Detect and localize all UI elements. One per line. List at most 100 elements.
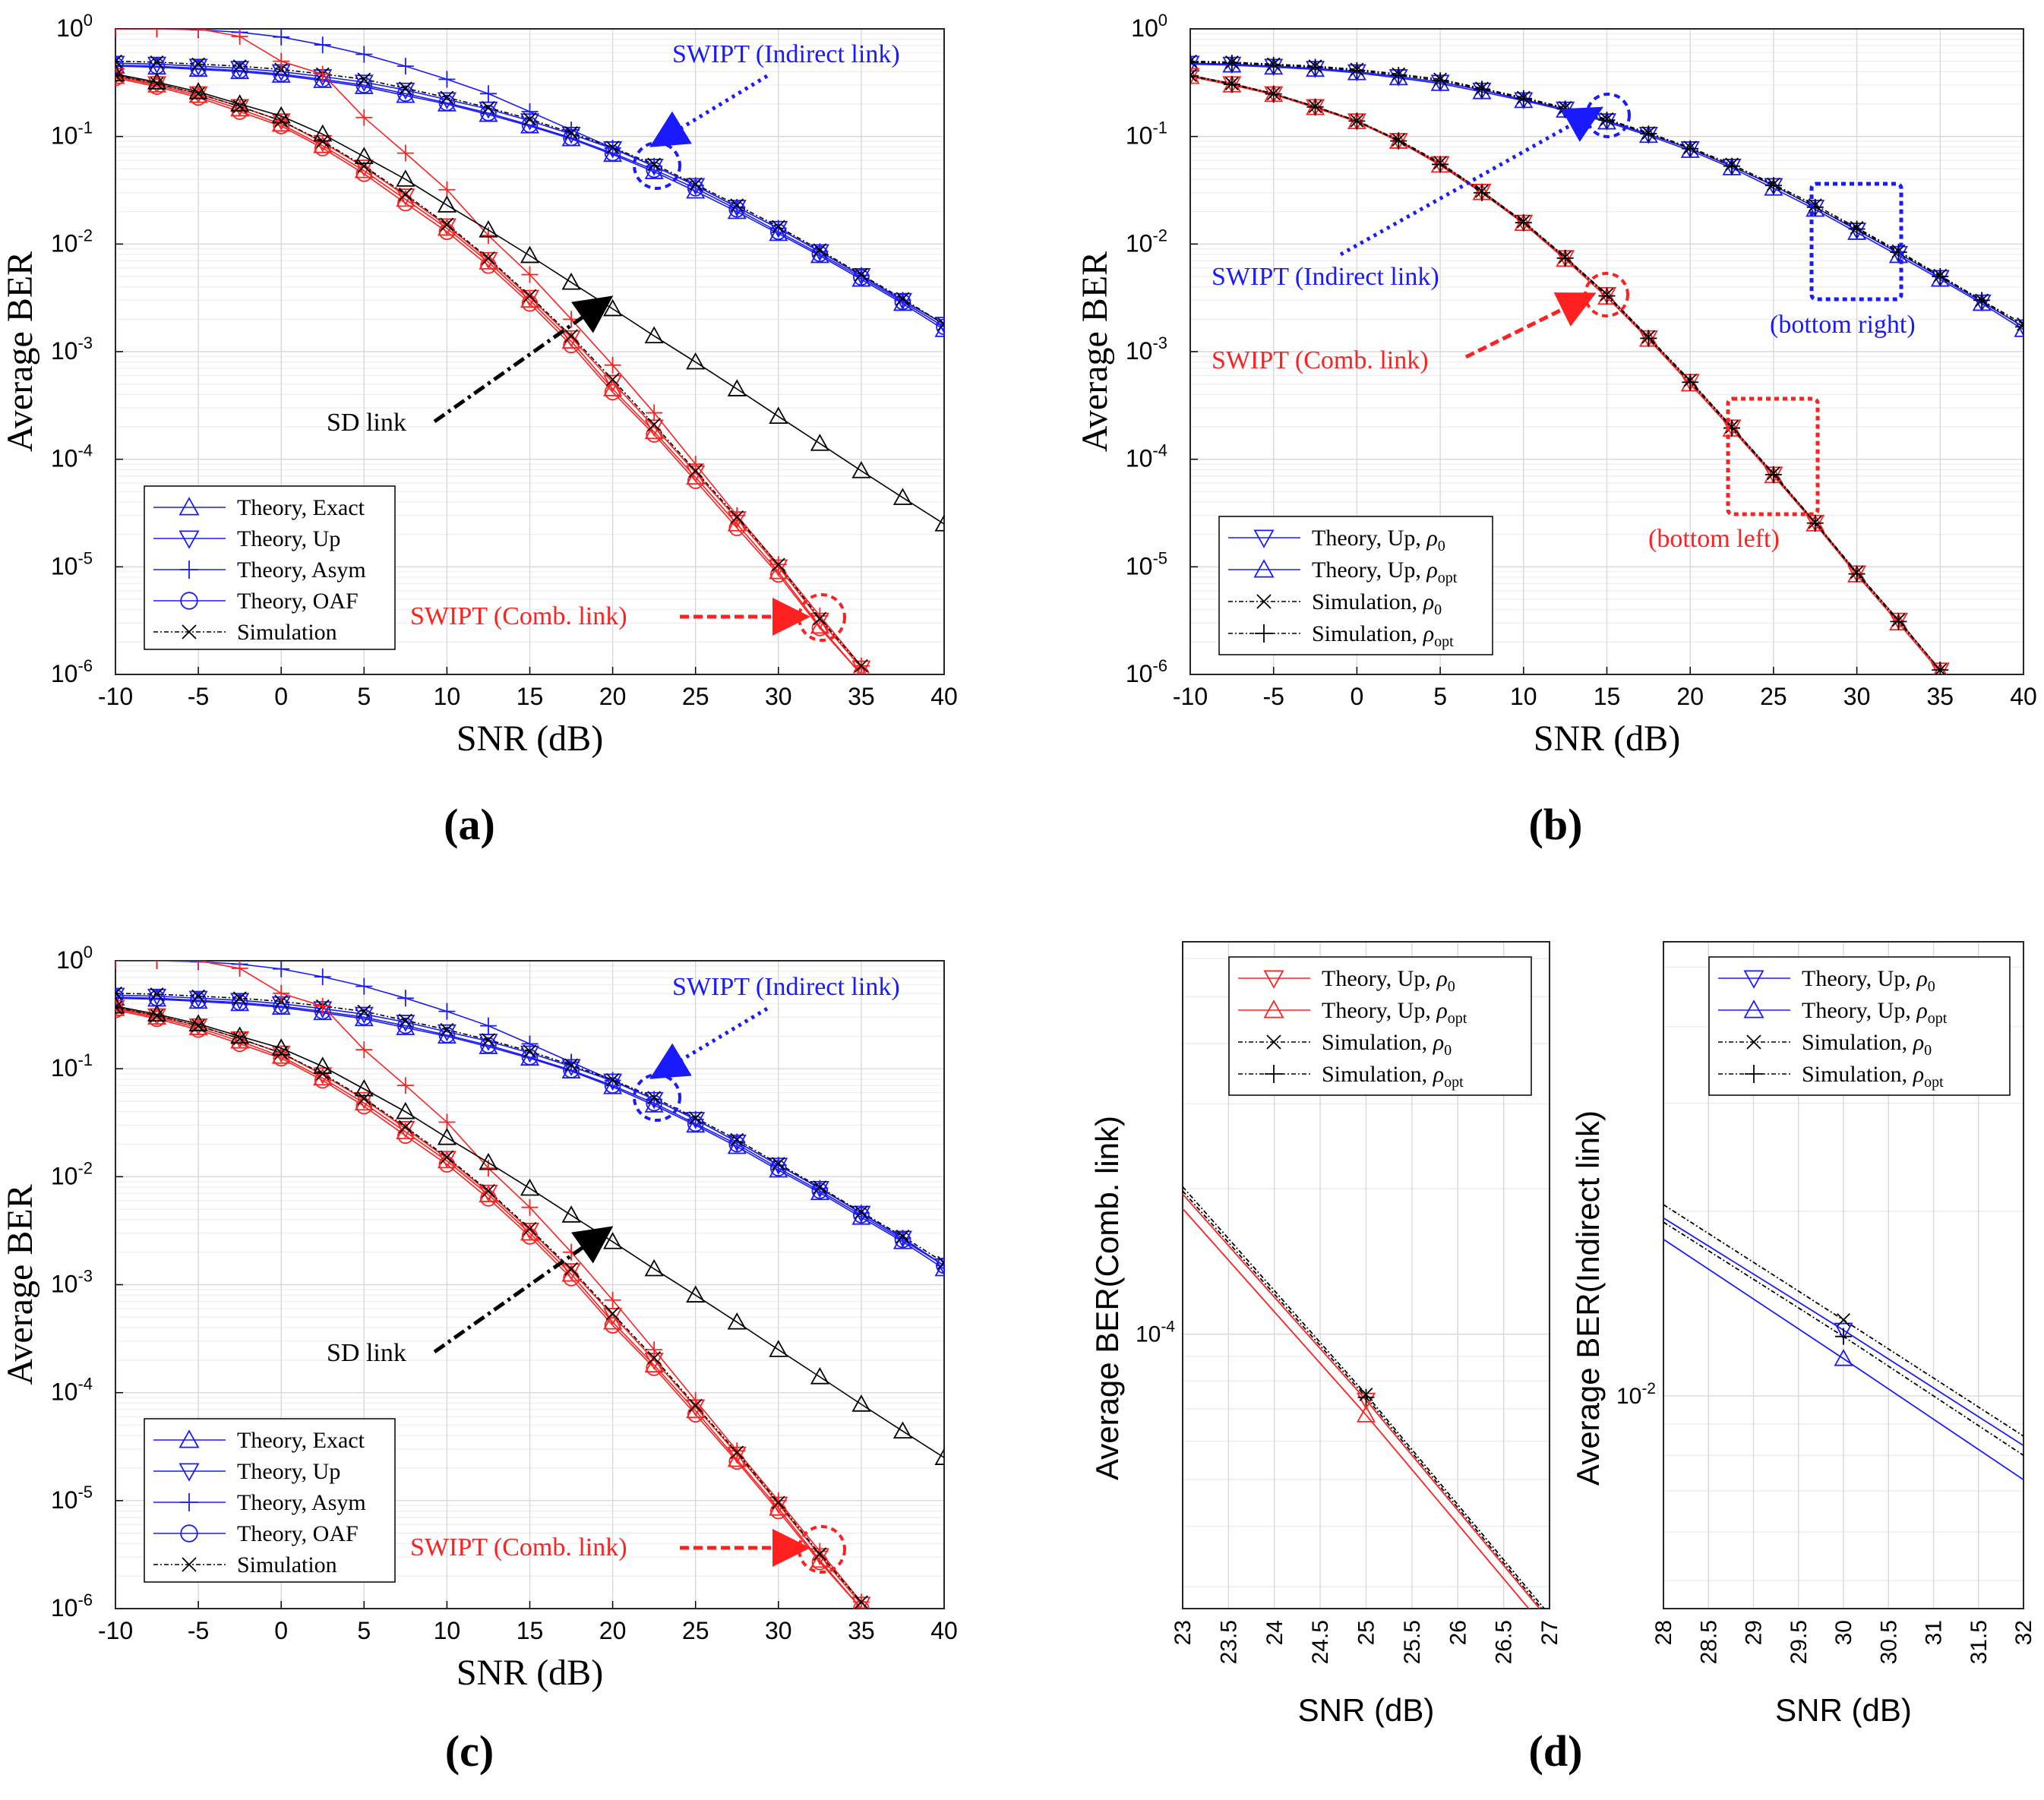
- plus-marker: [1348, 112, 1366, 130]
- legend-text: Theory, Up, ρ0: [1312, 526, 1445, 554]
- plus-marker: [1348, 62, 1366, 79]
- plus-marker: [438, 181, 456, 198]
- legend-text: Simulation: [237, 1552, 337, 1577]
- plus-marker: [438, 1003, 456, 1020]
- plus-marker: [273, 984, 290, 1002]
- triangle-marker: [1933, 662, 1948, 674]
- x-tick-label: 26: [1445, 1620, 1471, 1645]
- circle-marker: [853, 1207, 870, 1224]
- triangle-marker: [1263, 999, 1284, 1018]
- legend-text-part: Theory, OAF: [237, 1521, 359, 1546]
- legend-text: Theory, Up, ρopt: [1802, 998, 1948, 1027]
- x-marker: [115, 68, 122, 83]
- legend-text-part: opt: [1434, 633, 1454, 650]
- x-marker: [440, 217, 454, 232]
- series-line: [1183, 1190, 1543, 1609]
- y-tick-label: 10-3: [51, 333, 93, 365]
- legend-text-part: opt: [1438, 570, 1458, 586]
- x-marker: [688, 464, 703, 478]
- inverted-triangle-marker: [1834, 1322, 1853, 1341]
- x-tick-label: 40: [930, 683, 958, 710]
- circle-marker: [604, 1317, 621, 1334]
- y-tick-exponent: -5: [77, 1483, 93, 1502]
- x-tick-label: 35: [848, 1617, 875, 1644]
- plus-marker: [2015, 318, 2023, 336]
- triangle-marker: [271, 1038, 291, 1056]
- x-tick-label: 24.5: [1308, 1620, 1333, 1664]
- series-line: [115, 1005, 944, 1458]
- x-tick-label: 10: [434, 1617, 461, 1644]
- legend-text-part: Theory, Up: [237, 526, 340, 551]
- plus-marker: [728, 1442, 746, 1460]
- annotation-swipt-comb: SWIPT (Comb. link): [1212, 346, 1429, 374]
- y-tick-exponent: -6: [77, 656, 93, 675]
- annotation-bottom-left: (bottom left): [1648, 525, 1780, 553]
- highlight-circle: [1585, 93, 1631, 138]
- series-group: [115, 29, 944, 674]
- x-marker: [771, 1495, 785, 1510]
- triangle-marker: [178, 497, 200, 516]
- x-marker: [813, 1547, 827, 1562]
- circle-marker: [180, 592, 198, 610]
- y-axis-label: Average BER(Comb. link): [1089, 1116, 1125, 1480]
- inverted-triangle-marker: [1253, 529, 1275, 548]
- legend-text-part: ρ: [1916, 998, 1927, 1023]
- y-tick-exponent: 0: [84, 11, 93, 30]
- x-marker: [357, 1091, 371, 1106]
- plus-marker: [190, 961, 207, 969]
- x-tick-label: -10: [1173, 683, 1208, 710]
- series-line: [1663, 1239, 2023, 1481]
- series-line: [115, 997, 944, 1270]
- triangle-marker: [437, 1128, 457, 1145]
- plus-marker: [1556, 100, 1574, 118]
- x-marker: [274, 114, 289, 128]
- inverted-triangle-marker: [230, 61, 250, 78]
- x-marker: [523, 289, 537, 303]
- circle-marker: [563, 336, 580, 354]
- legend-text-part: 0: [1448, 978, 1455, 995]
- plus-marker: [314, 65, 331, 83]
- plus-marker: [396, 58, 414, 75]
- triangle-marker: [396, 169, 415, 187]
- y-tick-exponent: -5: [77, 548, 93, 567]
- x-marker: [771, 1157, 785, 1171]
- legend-text-part: Simulation,: [1802, 1030, 1913, 1055]
- y-tick-base: 10: [51, 1594, 78, 1622]
- triangle-marker: [354, 1078, 374, 1097]
- series-line: [115, 1009, 862, 1609]
- x-tick-label: -10: [98, 1617, 133, 1644]
- x-tick-label: 30: [765, 1617, 792, 1644]
- circle-marker: [190, 992, 207, 1009]
- triangle-marker: [396, 1101, 415, 1119]
- y-tick-exponent: -3: [77, 333, 93, 352]
- circle-marker: [770, 223, 787, 240]
- inverted-triangle-marker: [178, 1463, 200, 1482]
- y-tick-label: 10-4: [1136, 1318, 1175, 1347]
- plus-marker: [231, 961, 248, 977]
- legend-text: Simulation, ρopt: [1802, 1062, 1944, 1091]
- x-marker: [357, 72, 371, 87]
- x-tick-label: 28: [1651, 1620, 1676, 1645]
- circle-marker: [894, 1231, 911, 1249]
- annotation-arrow: [649, 1006, 769, 1079]
- circle-marker: [811, 620, 829, 636]
- annotation-swipt-indirect: SWIPT (Indirect link): [1212, 263, 1439, 291]
- x-marker: [1837, 1313, 1850, 1327]
- x-marker: [482, 1033, 495, 1047]
- triangle-marker: [686, 352, 706, 370]
- y-tick-base: 10: [1126, 660, 1153, 687]
- series-group: [1190, 53, 2023, 674]
- plus-marker: [1390, 67, 1407, 84]
- circle-marker: [273, 1050, 290, 1067]
- y-tick-label: 10-5: [51, 548, 93, 579]
- triangle-marker: [644, 1095, 664, 1113]
- x-tick-label: -5: [1262, 683, 1284, 710]
- plus-marker: [479, 1017, 497, 1034]
- y-tick-exponent: 0: [84, 943, 93, 962]
- plus-marker: [1265, 85, 1282, 103]
- triangle-marker: [644, 162, 664, 179]
- x-marker: [523, 112, 537, 126]
- x-tick-label: 5: [357, 1617, 371, 1644]
- plus-marker: [438, 1113, 456, 1131]
- circle-marker: [687, 1406, 704, 1423]
